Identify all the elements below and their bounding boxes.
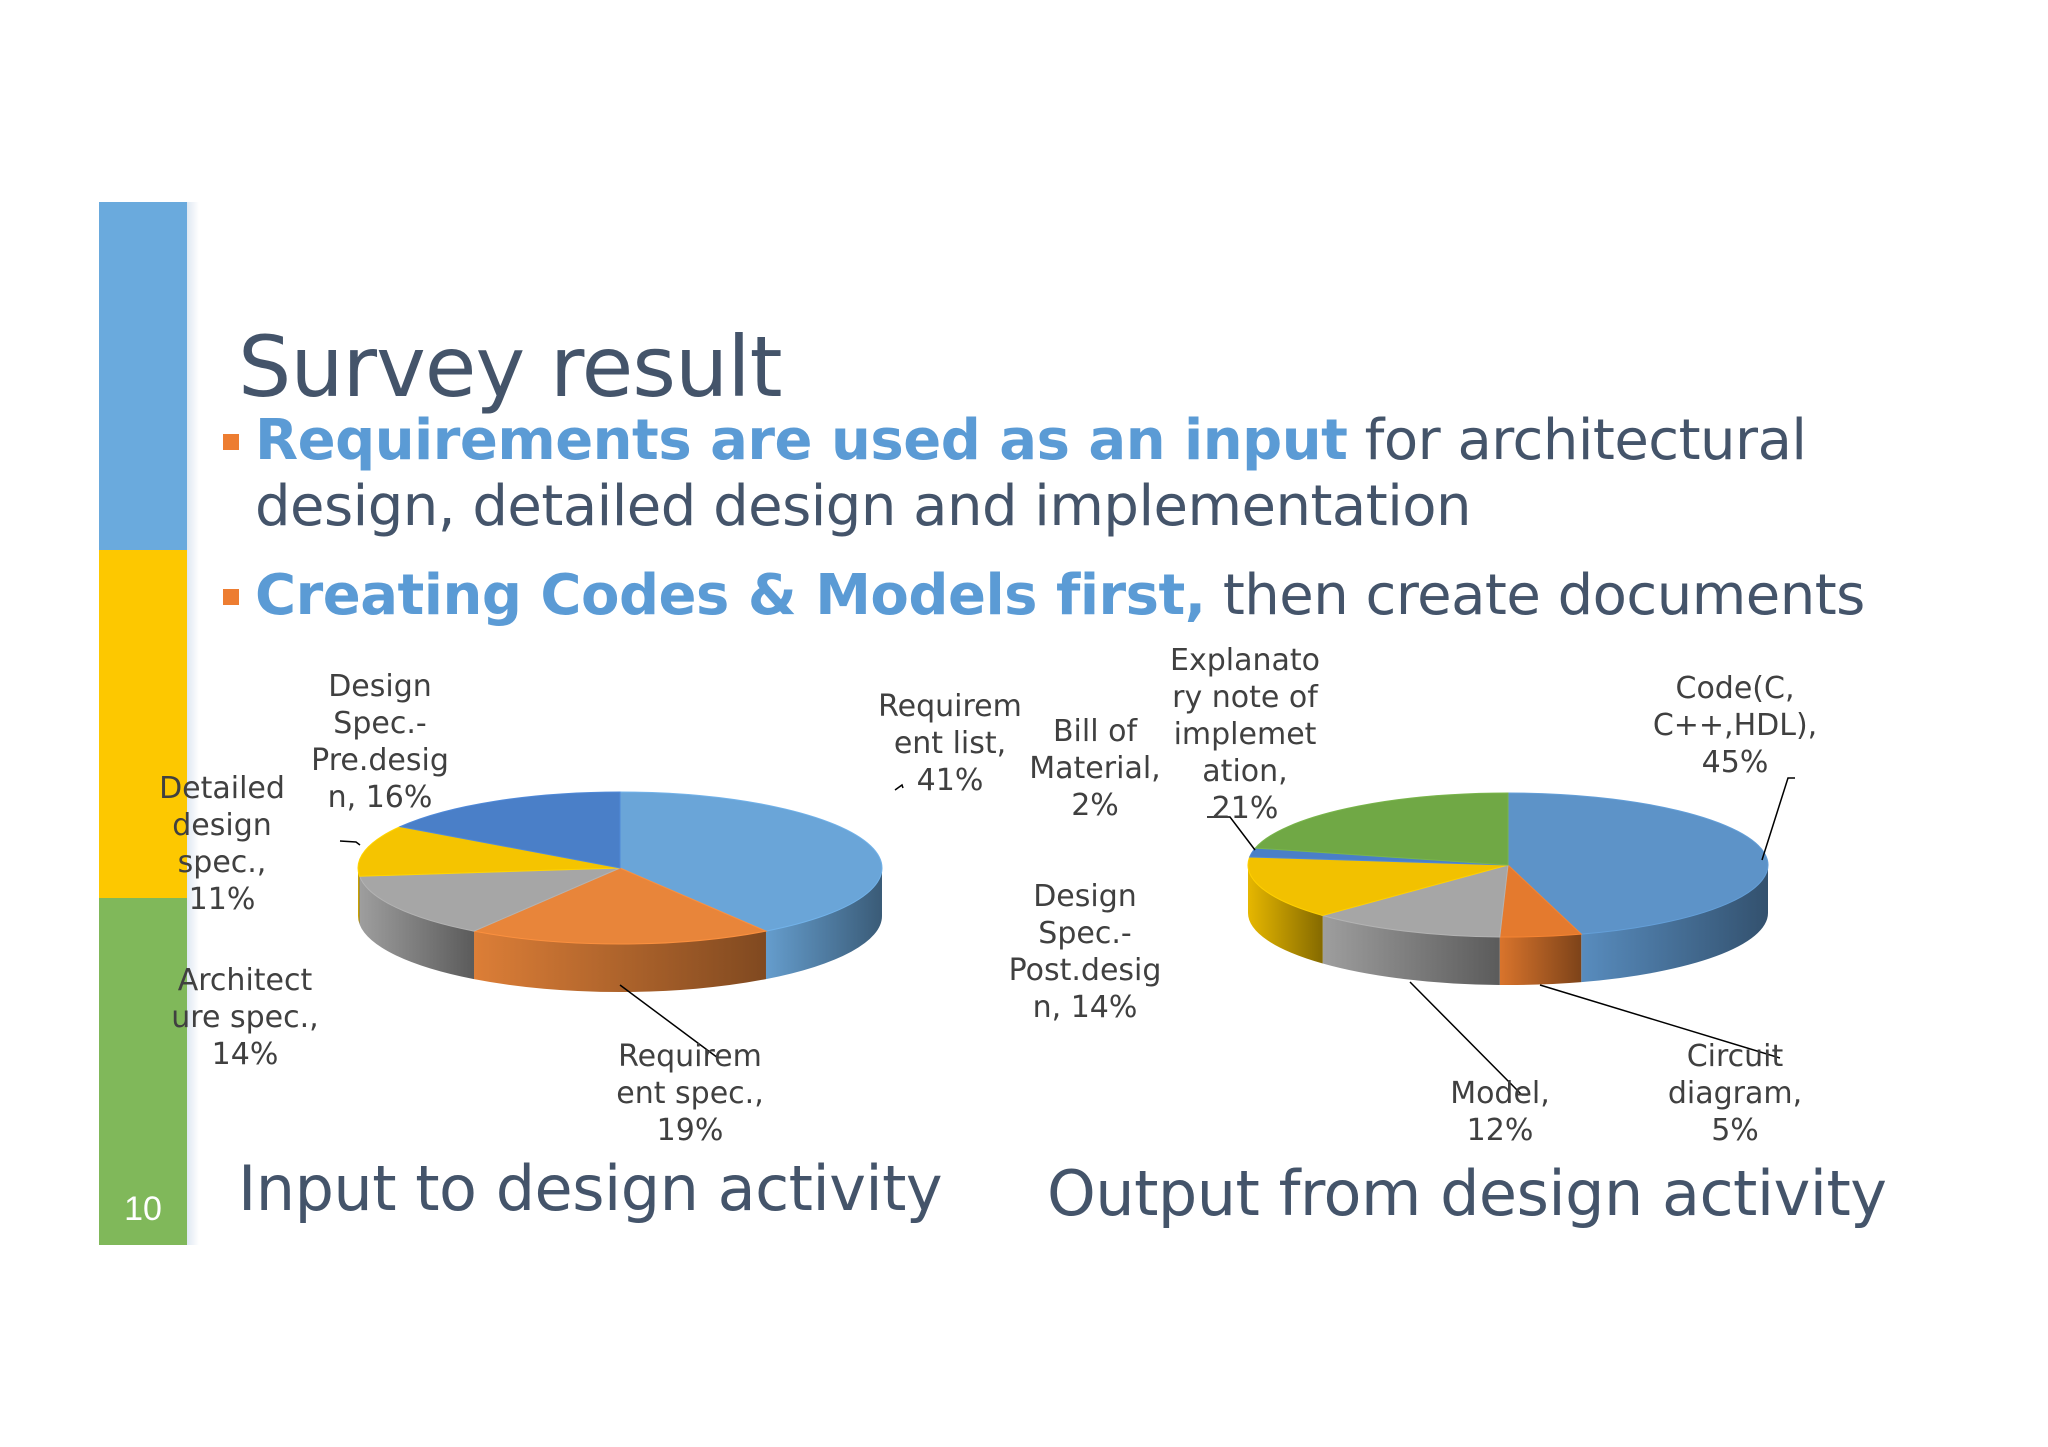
pie-slice-side — [1581, 865, 1768, 983]
pie-slice-label: Requirem ent list, 41% — [878, 689, 1022, 798]
chart-title-output: Output from design activity — [1047, 1157, 1887, 1230]
pie-slice — [472, 867, 768, 945]
pie-slice — [358, 867, 621, 932]
pie-slice — [619, 791, 883, 932]
pie-slice — [1247, 856, 1509, 917]
pie-slice — [1254, 792, 1509, 866]
pie-slice-side — [1248, 865, 1323, 964]
bullet-item: Requirements are used as an input for ar… — [223, 408, 1924, 540]
bullet-marker-icon — [223, 589, 239, 605]
pie-slice-label: Bill of Material, 2% — [1029, 714, 1161, 823]
pie-slice-side — [474, 931, 766, 992]
bullet-highlight: Creating Codes & Models first, — [255, 563, 1206, 628]
leader-line — [339, 840, 361, 846]
pie-slice-label: Code(C, C++,HDL), 45% — [1652, 671, 1818, 780]
accent-bar-shadow — [187, 202, 199, 1245]
pie-slice — [357, 826, 621, 877]
pie-slice — [1507, 792, 1769, 935]
accent-bar-green — [99, 898, 187, 1245]
slide-title: Survey result — [238, 318, 783, 416]
accent-bar-blue — [99, 202, 187, 550]
pie-slice — [398, 791, 621, 869]
leader-line — [1409, 981, 1528, 1096]
pie-slice-label: Requirem ent spec., 19% — [616, 1039, 764, 1148]
bullet-rest: for architectural design, detailed desig… — [255, 408, 1807, 539]
bullet-text: Requirements are used as an input for ar… — [255, 408, 1924, 540]
chart-title-input: Input to design activity — [238, 1152, 943, 1225]
bullet-text: Creating Codes & Models first, then crea… — [255, 563, 1924, 629]
leader-line — [1761, 777, 1795, 861]
pie-slice-label: Explanato ry note of implemet ation, 21% — [1170, 643, 1320, 826]
pie-slice-side — [765, 868, 882, 980]
pie-slice-label: Circuit diagram, 5% — [1667, 1039, 1803, 1148]
pie-slice-label: Model, 12% — [1450, 1076, 1550, 1148]
pie-slice-side — [358, 868, 360, 925]
pie-slice-label: Design Spec.- Pre.desig n, 16% — [311, 669, 449, 815]
slide-number: 10 — [124, 1190, 162, 1228]
pie-slice-side — [1499, 934, 1582, 985]
pie-slice-side — [1322, 915, 1500, 985]
leader-line — [1539, 984, 1781, 1059]
bullet-marker-icon — [223, 434, 239, 450]
bullet-highlight: Requirements are used as an input — [255, 408, 1348, 473]
leader-line — [1207, 816, 1256, 851]
bullet-item: Creating Codes & Models first, then crea… — [223, 563, 1924, 629]
pie-slice-label: Design Spec.- Post.desig n, 14% — [1008, 879, 1162, 1025]
leader-line — [894, 783, 904, 791]
pie-slice — [1320, 864, 1509, 938]
accent-bar-yellow — [99, 550, 187, 898]
leader-line — [619, 984, 719, 1059]
pie-slice-label: Detailed design spec., 11% — [159, 771, 285, 917]
pie-slice-side — [359, 876, 475, 980]
pie-slice-label: Architect ure spec., 14% — [171, 963, 319, 1072]
bullet-rest: then create documents — [1205, 563, 1865, 628]
